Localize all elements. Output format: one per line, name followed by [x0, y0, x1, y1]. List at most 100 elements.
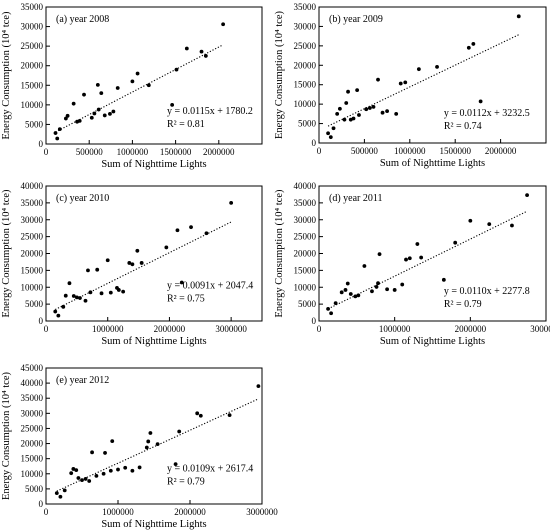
x-tick-label: 1500000: [160, 147, 192, 157]
data-point: [55, 136, 60, 141]
data-point: [108, 290, 113, 295]
x-tick-label: 500000: [76, 147, 104, 157]
data-point: [179, 280, 184, 285]
data-point: [326, 131, 330, 136]
data-point: [148, 431, 153, 435]
y-tick-label: 35000: [21, 393, 44, 403]
data-point: [471, 42, 476, 46]
y-tick-label: 15000: [294, 80, 317, 90]
data-point: [62, 488, 67, 493]
y-tick-label: 20000: [21, 249, 44, 259]
y-tick-label: 15000: [294, 265, 317, 275]
data-point: [116, 288, 121, 292]
data-point: [170, 102, 175, 107]
data-point: [177, 429, 182, 434]
x-tick-label: 0: [44, 324, 49, 334]
data-point: [403, 80, 408, 85]
data-point: [74, 468, 79, 473]
data-point: [87, 479, 92, 483]
data-point: [329, 311, 334, 316]
y-tick-label: 35000: [294, 198, 317, 208]
data-point: [362, 264, 367, 268]
r-squared: R² = 0.75: [167, 294, 205, 305]
data-point: [256, 384, 261, 389]
data-point: [53, 309, 58, 314]
y-tick-label: 0: [39, 316, 44, 326]
y-tick-label: 5000: [25, 484, 44, 494]
panel-label: (d) year 2011: [329, 193, 383, 204]
data-point: [83, 477, 88, 481]
data-point: [356, 293, 361, 298]
y-tick-label: 0: [312, 316, 317, 326]
data-point: [123, 465, 128, 470]
data-point: [135, 248, 140, 253]
data-point: [441, 277, 446, 282]
data-point: [370, 289, 374, 294]
data-point: [58, 494, 63, 499]
x-tick-label: 2000000: [203, 147, 235, 157]
y-tick-label: 5000: [298, 119, 317, 129]
data-point: [478, 99, 483, 104]
data-point: [99, 291, 104, 296]
data-point: [146, 439, 151, 444]
y-tick-label: 40000: [294, 181, 317, 191]
scatter-panel-5: 0 5000 10000 15000 20000 25000 30000 35000 40000…: [1, 363, 278, 530]
y-tick-label: 25000: [21, 423, 44, 433]
y-tick-label: 10000: [21, 282, 44, 292]
data-point: [374, 285, 379, 289]
data-point: [203, 54, 208, 58]
x-tick-label: 2000000: [455, 324, 487, 334]
data-point: [71, 294, 76, 298]
data-point: [394, 111, 399, 116]
data-point: [435, 64, 439, 69]
data-point: [407, 256, 412, 261]
x-tick-label: 1000000: [102, 507, 134, 517]
data-point: [326, 306, 330, 311]
data-point: [80, 478, 84, 483]
data-point: [229, 200, 234, 205]
data-point: [65, 113, 70, 118]
data-point: [377, 252, 382, 257]
data-point: [139, 261, 144, 265]
regression-equation: y = 0.0091x + 2047.4: [167, 281, 253, 292]
data-point: [371, 104, 376, 109]
data-point: [82, 92, 86, 97]
data-point: [56, 313, 61, 318]
x-axis-title: Sum of Nighttime Lights: [101, 336, 206, 347]
scatter-panel-3: 0 5000 10000 15000 20000 25000 30000 35000 40000…: [1, 181, 263, 347]
data-point: [398, 81, 403, 86]
y-tick-label: 30000: [294, 21, 317, 31]
data-point: [146, 83, 151, 88]
y-tick-label: 35000: [294, 2, 317, 12]
y-tick-label: 40000: [21, 181, 44, 191]
data-point: [88, 290, 93, 295]
data-point: [416, 67, 421, 72]
data-point: [415, 242, 420, 246]
data-point: [105, 258, 110, 263]
plot-frame: [45, 185, 263, 322]
y-tick-label: 35000: [21, 198, 44, 208]
data-point: [115, 86, 120, 90]
x-axis-title: Sum of Nighttime Lights: [380, 158, 485, 169]
panel-label: (a) year 2008: [56, 14, 109, 25]
data-point: [510, 223, 514, 228]
plot-frame: [45, 6, 263, 145]
x-tick-label: 2000000: [485, 146, 517, 156]
x-tick-label: 500000: [351, 146, 379, 156]
data-point: [353, 294, 358, 299]
data-point: [525, 193, 529, 198]
data-point: [108, 468, 113, 473]
x-tick-label: 0: [317, 324, 322, 334]
data-point: [116, 467, 120, 472]
data-point: [342, 117, 347, 122]
data-point: [130, 262, 135, 267]
data-point: [102, 113, 107, 118]
data-point: [86, 268, 90, 273]
y-tick-label: 0: [39, 139, 44, 149]
data-point: [468, 218, 473, 223]
data-point: [71, 467, 76, 471]
data-point: [376, 281, 380, 286]
data-point: [355, 88, 360, 93]
y-tick-label: 20000: [294, 249, 317, 259]
data-point: [77, 119, 82, 123]
